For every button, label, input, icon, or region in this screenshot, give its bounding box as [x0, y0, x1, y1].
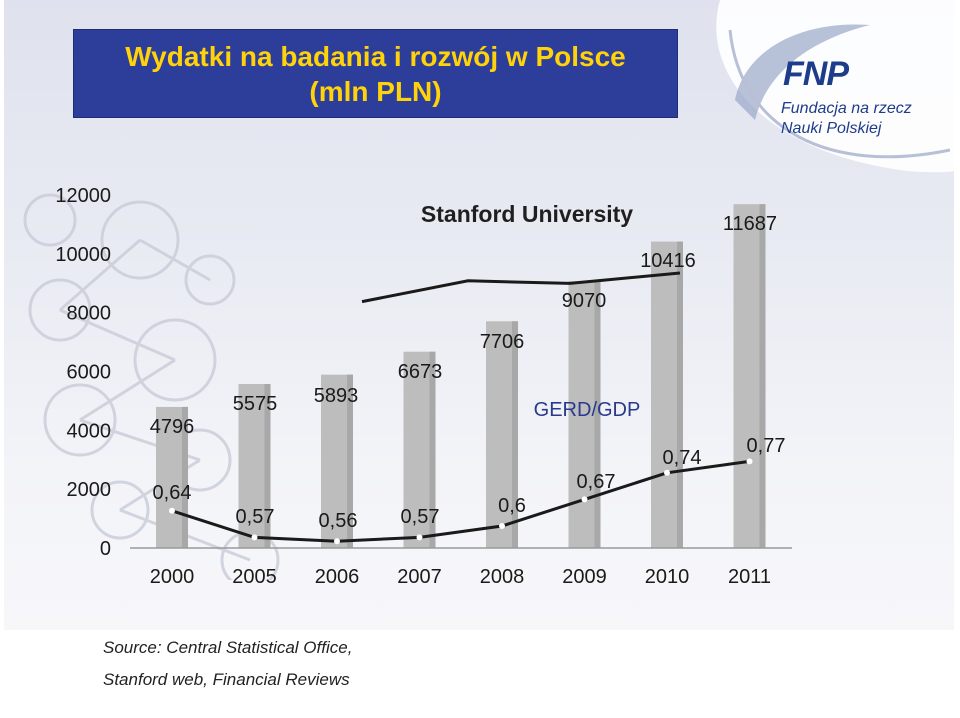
bar-value-label: 5575: [233, 393, 278, 415]
y-tick-label: 10000: [55, 244, 111, 266]
y-tick-label: 2000: [67, 479, 112, 501]
y-tick-label: 8000: [67, 303, 112, 325]
y-tick-label: 4000: [67, 420, 112, 442]
molecule-decoration: [23, 193, 280, 580]
chart-title-line2: (mln PLN): [309, 75, 442, 107]
bar-value-label: 6673: [398, 361, 443, 383]
x-tick-label: 2011: [728, 566, 771, 588]
gerd-point: [334, 538, 340, 545]
bar-shade: [759, 204, 766, 549]
gerd-value-label: 0,64: [153, 482, 192, 504]
fnp-logo-line1: Fundacja na rzecz: [781, 100, 912, 117]
gerd-value-label: 0,67: [577, 471, 616, 493]
bar-shade: [677, 241, 683, 548]
bar-shade: [264, 384, 271, 548]
gerd-point: [746, 458, 753, 465]
gerd-point: [416, 534, 423, 541]
y-tick-label: 6000: [67, 362, 112, 384]
x-tick-label: 2008: [480, 566, 525, 588]
bar-shade: [182, 406, 188, 548]
fnp-logo-line2: Nauki Polskiej: [781, 120, 882, 137]
gerd-series-label: GERD/GDP: [534, 399, 641, 421]
y-axis: 0 2000 4000 6000 8000 10000 12000: [55, 185, 111, 560]
x-tick-label: 2005: [232, 566, 277, 588]
x-tick-label: 2010: [645, 566, 690, 588]
chart: 0 2000 4000 6000 8000 10000 12000 4796 5575 5893…: [55, 185, 792, 588]
bar-shade: [429, 351, 436, 548]
bar-value-label: 9070: [562, 290, 607, 312]
gerd-point: [499, 523, 505, 529]
bar-value-label: 7706: [480, 331, 525, 353]
source-line1: Source: Central Statistical Office,: [103, 638, 353, 657]
gerd-value-label: 0,57: [401, 506, 440, 528]
x-tick-label: 2000: [150, 566, 195, 588]
gerd-value-label: 0,74: [663, 447, 702, 469]
chart-title-line1: Wydatki na badania i rozwój w Polsce: [125, 40, 626, 72]
gerd-line: [171, 459, 750, 543]
gerd-value-label: 0,6: [498, 495, 526, 517]
bar-value-label: 4796: [150, 416, 195, 438]
gerd-point: [664, 469, 670, 476]
fnp-swoosh-graphic: [716, 0, 960, 173]
gerd-value-label: 0,56: [319, 510, 358, 532]
bar-value-label: 5893: [314, 385, 359, 407]
bar-shade: [594, 281, 601, 548]
gerd-value-label: 0,57: [236, 506, 275, 528]
x-tick-label: 2007: [397, 566, 442, 588]
gerd-point: [251, 534, 258, 541]
bar-value-label: 11687: [723, 213, 777, 235]
title-banner: Wydatki na badania i rozwój w Polsce (ml…: [73, 29, 678, 118]
footer-area: [0, 630, 960, 718]
bar-value-label: 10416: [640, 250, 696, 272]
x-tick-label: 2009: [562, 566, 607, 588]
x-tick-label: 2006: [315, 566, 360, 588]
bars: 4796 5575 5893 6673 7706 9070 10416 11687: [150, 204, 777, 549]
source-line2: Stanford web, Financial Reviews: [103, 670, 350, 689]
gerd-point: [169, 507, 175, 514]
gerd-value-label: 0,77: [747, 435, 786, 457]
x-axis: 2000 2005 2006 2007 2008 2009 2010 2011: [130, 547, 792, 588]
bar-shade: [347, 374, 353, 548]
gerd-point: [581, 496, 588, 503]
y-tick-label: 12000: [55, 185, 111, 207]
gerd-series: GERD/GDP 0,64 0,57 0,56 0,57 0,6 0,67 0,74 0,77: [153, 399, 786, 545]
fnp-logo: FNP: [783, 55, 849, 93]
stanford-series: Stanford University: [361, 201, 681, 304]
bar-shade: [512, 321, 518, 548]
y-tick-label: 0: [100, 538, 111, 560]
stanford-line: [361, 271, 681, 304]
stanford-label: Stanford University: [421, 201, 633, 227]
